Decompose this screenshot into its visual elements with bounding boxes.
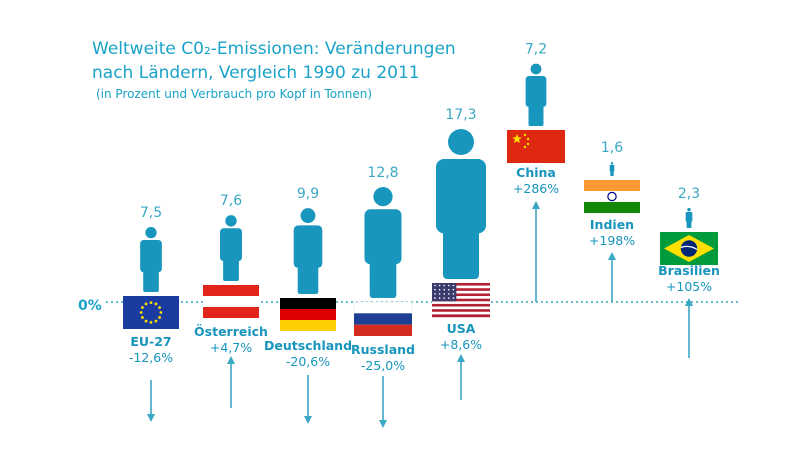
russia-flag bbox=[353, 301, 413, 336]
person-head bbox=[225, 215, 237, 227]
country-name: EU-27 bbox=[130, 334, 171, 349]
person-head bbox=[530, 63, 542, 75]
chart-title-line2: nach Ländern, Vergleich 1990 zu 2011 bbox=[92, 63, 420, 83]
per-capita-label: 7,2 bbox=[525, 42, 547, 58]
change-label: -12,6% bbox=[129, 350, 173, 365]
person-head bbox=[448, 129, 474, 155]
change-label: -20,6% bbox=[286, 354, 330, 369]
person-icon bbox=[609, 162, 615, 176]
person-head bbox=[610, 162, 614, 165]
per-capita-label: 9,9 bbox=[297, 186, 319, 202]
country-name: Brasilien bbox=[658, 263, 720, 278]
change-label: +198% bbox=[589, 233, 635, 248]
per-capita-label: 2,3 bbox=[678, 186, 700, 202]
country-name: USA bbox=[447, 321, 476, 336]
country-name: Österreich bbox=[194, 324, 268, 339]
person-head bbox=[145, 226, 157, 239]
usa-flag bbox=[432, 283, 490, 318]
germany-flag bbox=[280, 298, 336, 331]
brazil-flag bbox=[660, 232, 718, 265]
person-legs bbox=[369, 249, 397, 298]
change-label: +105% bbox=[666, 279, 712, 294]
eu-flag bbox=[123, 296, 179, 329]
person-icon bbox=[293, 208, 323, 294]
per-capita-label: 1,6 bbox=[601, 140, 623, 156]
country-name: Russland bbox=[351, 342, 415, 357]
per-capita-label: 7,5 bbox=[140, 205, 162, 221]
per-capita-label: 7,6 bbox=[220, 193, 242, 209]
change-label: -25,0% bbox=[361, 358, 405, 373]
country-name: Deutschland bbox=[264, 338, 352, 353]
country-name: China bbox=[516, 165, 556, 180]
per-capita-label: 12,8 bbox=[367, 165, 398, 181]
change-label: +8,6% bbox=[440, 337, 482, 352]
person-icon bbox=[685, 208, 693, 228]
chart-title-line1: Weltweite C0₂-Emissionen: Veränderungen bbox=[92, 39, 456, 59]
person-legs bbox=[297, 256, 319, 294]
austria-flag bbox=[203, 285, 259, 318]
zero-percent-label: 0% bbox=[78, 298, 102, 314]
person-icon bbox=[436, 129, 486, 279]
person-legs bbox=[528, 98, 544, 126]
person-legs bbox=[443, 213, 479, 279]
country-name: Indien bbox=[590, 217, 634, 232]
person-head bbox=[300, 208, 316, 224]
person-icon bbox=[525, 63, 547, 126]
china-flag bbox=[507, 130, 565, 163]
person-icon bbox=[364, 187, 402, 298]
change-label: +286% bbox=[513, 181, 559, 196]
chart-subtitle: (in Prozent und Verbrauch pro Kopf in To… bbox=[96, 87, 372, 101]
change-label: +4,7% bbox=[210, 340, 252, 355]
person-legs bbox=[223, 252, 239, 281]
person-icon bbox=[140, 226, 162, 292]
india-flag bbox=[584, 180, 640, 213]
person-legs bbox=[610, 169, 614, 176]
person-head bbox=[687, 208, 691, 212]
person-legs bbox=[686, 219, 692, 228]
chart-marks: 7,5 EU-27-12,6% 7,6 Österreich+4,7% 9,9 Deuts… bbox=[123, 42, 720, 428]
per-capita-label: 17,3 bbox=[445, 107, 476, 123]
person-head bbox=[373, 187, 393, 207]
person-icon bbox=[220, 215, 242, 281]
person-legs bbox=[143, 263, 159, 292]
